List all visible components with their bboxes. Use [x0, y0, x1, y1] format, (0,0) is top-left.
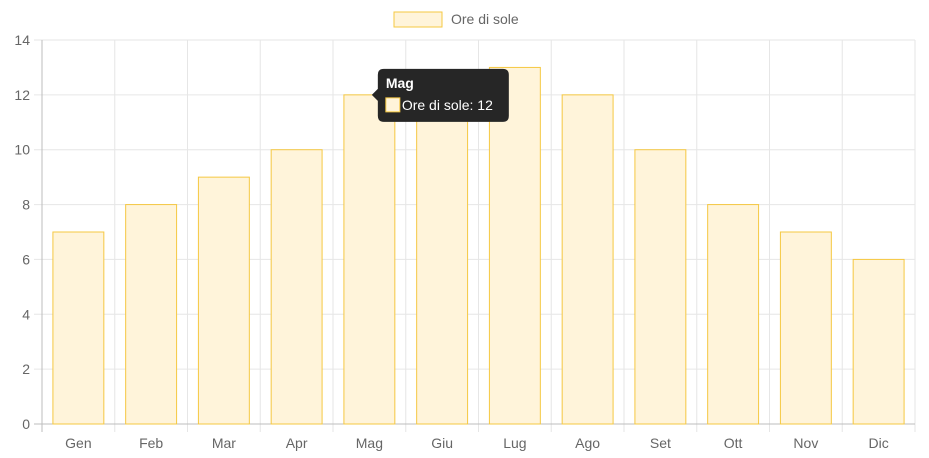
x-tick-label: Ago: [575, 435, 600, 451]
x-tick-label: Mar: [212, 435, 236, 451]
tooltip-background: [371, 68, 509, 122]
y-gridlines: [34, 39, 915, 425]
y-tick-label: 0: [22, 416, 30, 432]
y-tick-label: 10: [14, 142, 30, 158]
y-tick-label: 12: [14, 87, 30, 103]
x-tick-label: Apr: [286, 435, 308, 451]
tooltip: Mag Ore di sole: 12: [371, 68, 509, 122]
bar-nov[interactable]: [779, 231, 832, 425]
y-tick-label: 8: [22, 197, 30, 213]
bar-giu[interactable]: [416, 94, 469, 425]
bar-gen[interactable]: [52, 231, 105, 425]
bar-mag[interactable]: [343, 94, 396, 425]
x-tick-label: Dic: [869, 435, 889, 451]
tooltip-swatch: [385, 97, 401, 113]
x-tick-labels: Gen Feb Mar Apr Mag Giu Lug Ago Set Ott Nov Dic: [65, 435, 889, 451]
bar-apr[interactable]: [270, 149, 323, 425]
bars: [52, 66, 905, 425]
x-tick-label: Giu: [431, 435, 453, 451]
x-tick-label: Lug: [503, 435, 526, 451]
bar-dic[interactable]: [852, 258, 905, 425]
bar-lug[interactable]: [488, 66, 541, 425]
tooltip-label: Ore di sole: 12: [402, 97, 493, 113]
y-tick-label: 2: [22, 361, 30, 377]
bar-set[interactable]: [634, 149, 687, 425]
y-tick-labels: 0 2 4 6 8 10 12 14: [14, 32, 30, 432]
x-tick-label: Set: [650, 435, 671, 451]
bar-ott[interactable]: [707, 204, 760, 425]
x-tick-label: Nov: [793, 435, 818, 451]
legend-label[interactable]: Ore di sole: [451, 11, 519, 27]
y-tick-label: 6: [22, 251, 30, 267]
bar-feb[interactable]: [125, 204, 178, 425]
y-tick-label: 14: [14, 32, 30, 48]
bar-mar[interactable]: [197, 176, 250, 425]
tooltip-title: Mag: [386, 75, 414, 91]
x-tick-label: Mag: [356, 435, 383, 451]
legend-swatch[interactable]: [393, 11, 443, 28]
y-tick-label: 4: [22, 306, 30, 322]
bar-ago[interactable]: [561, 94, 614, 425]
x-tick-label: Feb: [139, 435, 163, 451]
legend[interactable]: Ore di sole: [393, 11, 519, 28]
x-tick-label: Gen: [65, 435, 91, 451]
x-tick-label: Ott: [724, 435, 743, 451]
